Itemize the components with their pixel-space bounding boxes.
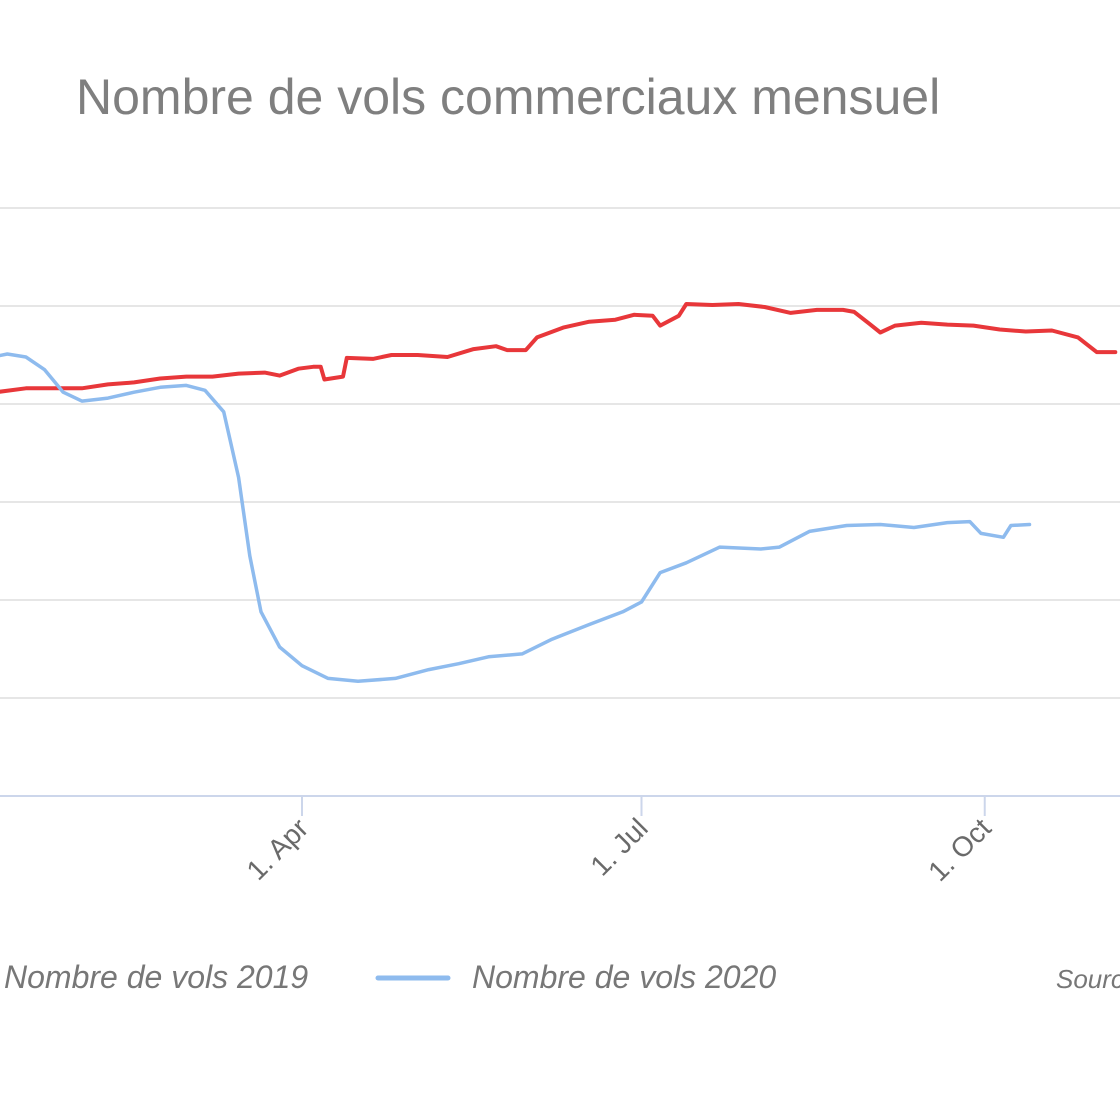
series-line-2020 xyxy=(0,352,1032,684)
x-tick-label: 1. Apr xyxy=(241,812,315,886)
chart-series xyxy=(0,302,1118,684)
series-line-2019 xyxy=(0,302,1118,394)
x-tick-label: 1. Oct xyxy=(922,812,997,887)
legend-label: Nombre de vols 2020 xyxy=(472,959,776,995)
chart-gridlines xyxy=(0,207,1120,699)
legend-label: Nombre de vols 2019 xyxy=(4,959,308,995)
chart-legend[interactable]: Nombre de vols 2019 Nombre de vols 2020 xyxy=(0,959,776,995)
chart-title: Nombre de vols commerciaux mensuel xyxy=(76,69,940,125)
x-tick-label: 1. Jul xyxy=(584,812,653,881)
source-credit: Sourc xyxy=(1056,964,1120,994)
legend-item-2019[interactable]: Nombre de vols 2019 xyxy=(0,959,308,995)
x-axis-ticks: 1. Apr 1. Jul 1. Oct xyxy=(241,796,997,887)
legend-item-2020[interactable]: Nombre de vols 2020 xyxy=(375,959,776,995)
